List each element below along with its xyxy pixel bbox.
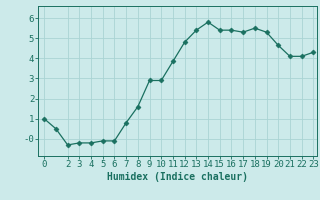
X-axis label: Humidex (Indice chaleur): Humidex (Indice chaleur) (107, 172, 248, 182)
